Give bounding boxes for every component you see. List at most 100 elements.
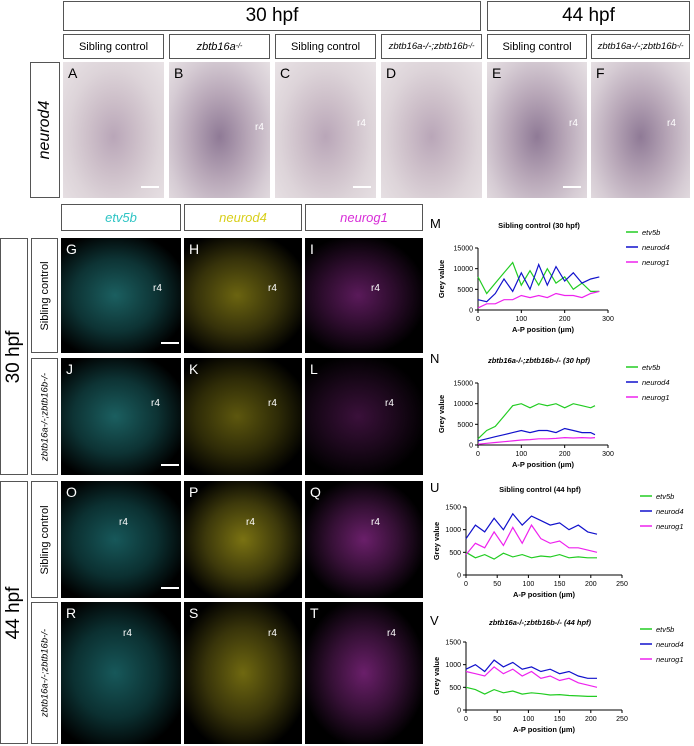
y-tick-label: 0	[457, 573, 461, 580]
scale-bar	[161, 464, 179, 466]
stage-header-30hpf: 30 hpf	[63, 1, 481, 31]
series-line-etv5b	[477, 261, 600, 295]
x-tick-label: 300	[602, 451, 614, 458]
ish-panel-D: D	[381, 62, 482, 198]
series-line-neurog1	[477, 436, 596, 445]
y-axis-label: Grey value	[437, 260, 446, 298]
stage-label-44hpf: 44 hpf	[0, 481, 28, 744]
series-line-etv5b	[477, 403, 596, 440]
chart-title: zbtb16a-/-;zbtb16b-/- (30 hpf)	[487, 356, 591, 365]
x-tick-label: 100	[515, 316, 527, 323]
fluor-panel-H: H r4	[184, 238, 302, 353]
ish-panel-A: A	[63, 62, 164, 198]
chart-title: Sibling control (30 hpf)	[498, 221, 580, 230]
legend-label: neurog1	[656, 655, 684, 664]
legend-label: etv5b	[656, 492, 674, 501]
series-line-neurod4	[465, 512, 598, 540]
series-line-neurog1	[465, 666, 598, 688]
y-tick-label: 5000	[457, 422, 473, 429]
x-tick-label: 100	[515, 451, 527, 458]
chart-title: zbtb16a-/-;zbtb16b-/- (44 hpf)	[488, 618, 592, 627]
intensity-profile-charts: M Sibling control (30 hpf)0 100 200 30005000…	[430, 216, 684, 734]
chart-panel-label: U	[430, 480, 439, 495]
x-tick-label: 250	[616, 581, 628, 588]
y-tick-label: 1000	[445, 527, 461, 534]
scale-bar	[161, 342, 179, 344]
channel-header-etv5b: etv5b	[61, 204, 181, 231]
legend-label: etv5b	[642, 363, 660, 372]
y-tick-label: 10000	[454, 401, 474, 408]
series-line-neurog1	[477, 290, 600, 309]
x-tick-label: 50	[493, 716, 501, 723]
genotype-label-zbtb16a: zbtb16a -/-	[169, 34, 270, 59]
fluor-panel-R: R r4	[61, 602, 181, 744]
ish-panel-C: C r4	[275, 62, 376, 198]
x-tick-label: 300	[602, 316, 614, 323]
gene-label-neurod4: neurod4	[30, 62, 60, 198]
y-axis-label: Grey value	[432, 657, 441, 695]
legend-label: neurod4	[642, 378, 670, 387]
channel-header-neurod4: neurod4	[184, 204, 302, 231]
fluor-panel-K: K r4	[184, 358, 302, 475]
channel-header-neurog1: neurog1	[305, 204, 423, 231]
fluor-panel-J: J r4	[61, 358, 181, 475]
x-tick-label: 200	[585, 716, 597, 723]
chart-panel-label: V	[430, 613, 439, 628]
x-tick-label: 0	[464, 716, 468, 723]
legend-label: etv5b	[642, 228, 660, 237]
series-line-neurod4	[477, 427, 596, 442]
ish-panel-E: E r4	[487, 62, 587, 198]
y-axis-label: Grey value	[437, 395, 446, 433]
x-tick-label: 100	[523, 581, 535, 588]
stage-header-44hpf: 44 hpf	[487, 1, 690, 31]
row-label-sibling-30: Sibling control	[31, 238, 58, 353]
genotype-label-sibling-30b: Sibling control	[275, 34, 376, 59]
legend-label: etv5b	[656, 625, 674, 634]
series-line-etv5b	[465, 551, 597, 560]
genotype-label-sibling-44: Sibling control	[487, 34, 587, 59]
chart-title: Sibling control (44 hpf)	[499, 485, 581, 494]
x-axis-label: A-P position (µm)	[512, 460, 575, 469]
x-tick-label: 50	[493, 581, 501, 588]
series-line-neurog1	[465, 523, 598, 555]
scale-bar	[353, 186, 371, 188]
genotype-label-sibling-30a: Sibling control	[63, 34, 164, 59]
fluor-panel-Q: Q r4	[305, 481, 423, 598]
x-tick-label: 200	[559, 451, 571, 458]
x-axis-label: A-P position (µm)	[513, 590, 576, 599]
fluor-panel-I: I r4	[305, 238, 423, 353]
series-line-etv5b	[465, 686, 597, 697]
y-axis-label: Grey value	[432, 522, 441, 560]
row-label-double-44: zbtb16a-/-;zbtb16b-/-	[31, 602, 58, 744]
y-tick-label: 0	[469, 443, 473, 450]
y-tick-label: 15000	[454, 246, 474, 253]
x-tick-label: 200	[559, 316, 571, 323]
legend-label: neurod4	[656, 507, 684, 516]
y-tick-label: 15000	[454, 381, 474, 388]
legend-label: neurog1	[642, 393, 670, 402]
y-tick-label: 1500	[445, 505, 461, 512]
y-tick-label: 500	[449, 685, 461, 692]
legend-label: neurog1	[642, 258, 670, 267]
scale-bar	[563, 186, 581, 188]
y-tick-label: 5000	[457, 287, 473, 294]
x-axis-label: A-P position (µm)	[513, 725, 576, 734]
genotype-label-double-30: zbtb16a-/-;zbtb16b -/-	[381, 34, 482, 59]
x-tick-label: 200	[585, 581, 597, 588]
y-tick-label: 0	[469, 308, 473, 315]
legend-label: neurog1	[656, 522, 684, 531]
series-line-neurod4	[477, 262, 600, 303]
scale-bar	[161, 587, 179, 589]
ish-panel-B: B r4	[169, 62, 270, 198]
legend-label: neurod4	[642, 243, 670, 252]
fluor-panel-L: L r4	[305, 358, 423, 475]
row-label-sibling-44: Sibling control	[31, 481, 58, 598]
stage-label-30hpf: 30 hpf	[0, 238, 28, 475]
fluor-panel-P: P r4	[184, 481, 302, 598]
y-tick-label: 1500	[445, 640, 461, 647]
series-line-neurod4	[465, 659, 597, 679]
chart-panel-label: M	[430, 216, 441, 231]
x-tick-label: 0	[476, 451, 480, 458]
y-tick-label: 1000	[445, 662, 461, 669]
x-tick-label: 100	[523, 716, 535, 723]
